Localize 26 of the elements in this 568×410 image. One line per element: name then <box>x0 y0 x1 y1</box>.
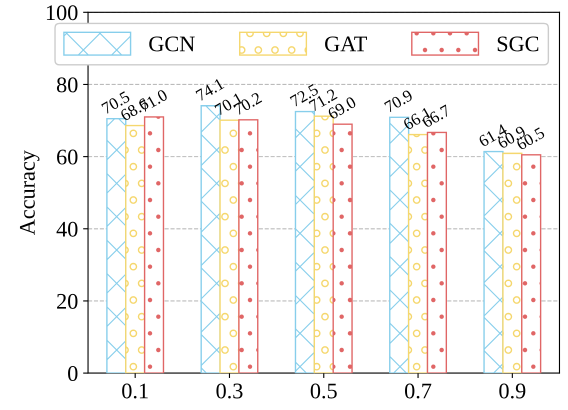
bar <box>332 123 353 374</box>
bar <box>125 124 146 374</box>
bar <box>521 154 542 374</box>
legend-label: GCN <box>149 36 195 52</box>
x-tick-label: 0.3 <box>216 383 242 399</box>
y-tick-label: 0 <box>68 366 78 382</box>
bar <box>294 110 316 374</box>
x-tick-label: 0.5 <box>310 383 337 399</box>
bar <box>106 118 126 374</box>
y-tick-label: 80 <box>56 77 78 92</box>
bar <box>483 150 504 374</box>
y-tick-label: 40 <box>56 222 78 237</box>
bar <box>219 119 240 374</box>
x-tick-label: 0.1 <box>122 383 148 399</box>
y-tick-label: 60 <box>57 150 78 165</box>
bar <box>502 152 522 374</box>
y-tick-label: 100 <box>46 5 78 20</box>
bar <box>426 132 448 374</box>
legend-label: SGC <box>498 36 538 52</box>
bar <box>238 119 258 374</box>
y-tick-label: 20 <box>57 294 78 309</box>
x-tick-label: 0.9 <box>499 383 526 399</box>
x-tick-label: 0.7 <box>405 383 432 399</box>
y-axis-title: Accuracy <box>20 150 40 236</box>
legend-label: GAT <box>325 36 367 52</box>
bar <box>408 134 428 374</box>
